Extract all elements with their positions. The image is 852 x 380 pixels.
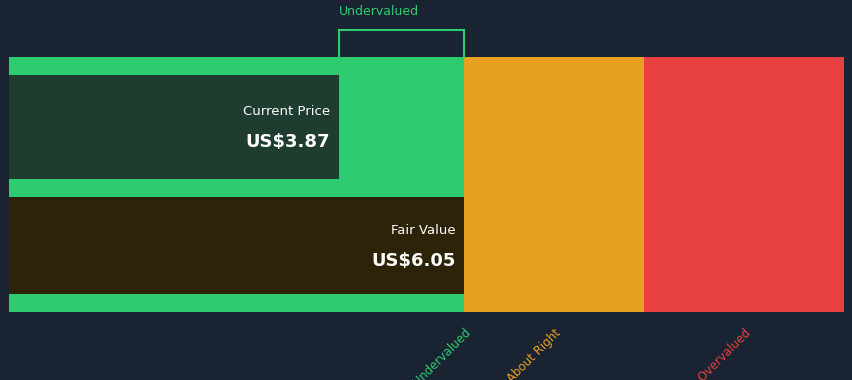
Text: US$6.05: US$6.05 xyxy=(371,252,455,269)
Text: Current Price: Current Price xyxy=(243,105,330,118)
Bar xyxy=(9,197,463,294)
Text: About Right: About Right xyxy=(504,327,562,380)
Text: Fair Value: Fair Value xyxy=(390,224,455,237)
Text: US$3.87: US$3.87 xyxy=(245,133,330,151)
Text: Undervalued: Undervalued xyxy=(338,5,418,18)
Bar xyxy=(463,57,643,312)
Bar xyxy=(9,75,338,179)
Bar xyxy=(643,57,843,312)
Bar xyxy=(9,57,463,312)
Text: 20% Undervalued: 20% Undervalued xyxy=(389,327,473,380)
Text: 20% Overvalued: 20% Overvalued xyxy=(674,327,752,380)
